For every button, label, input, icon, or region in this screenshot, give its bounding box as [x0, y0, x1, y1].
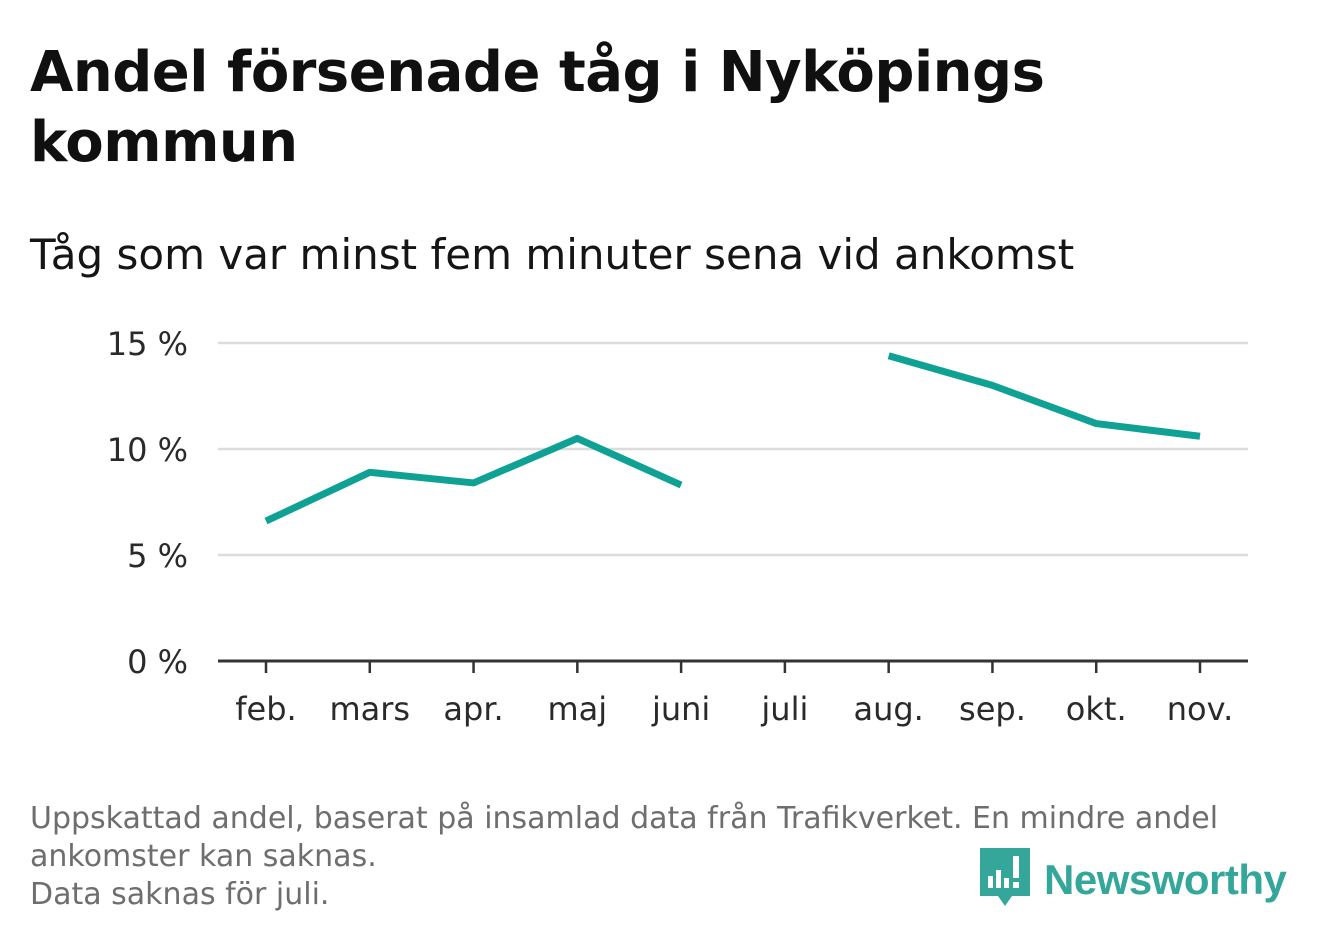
- x-tick-label: juni: [651, 690, 710, 728]
- x-tick-label: juli: [760, 690, 808, 728]
- footnote: Uppskattad andel, baserat på insamlad da…: [30, 800, 1280, 914]
- x-tick-label: maj: [547, 690, 607, 728]
- chart-title: Andel försenade tåg i Nyköpings kommun: [30, 40, 1045, 175]
- x-tick-label: feb.: [235, 690, 296, 728]
- brand-logo: Newsworthy: [980, 848, 1287, 912]
- line-chart: 0 % 5 % 10 % 15 % feb. mars apr. maj juni juli aug…: [107, 325, 1248, 728]
- footnote-line-1: Uppskattad andel, baserat på insamlad da…: [30, 801, 1219, 874]
- x-tick-label: sep.: [959, 690, 1026, 728]
- y-tick-label: 10 %: [107, 431, 188, 469]
- y-tick-label: 15 %: [107, 325, 188, 363]
- brand-name: Newsworthy: [1044, 856, 1287, 903]
- chart-subtitle: Tåg som var minst fem minuter sena vid a…: [30, 230, 1075, 279]
- x-tick-label: okt.: [1066, 690, 1127, 728]
- footnote-line-2: Data saknas för juli.: [30, 877, 330, 912]
- y-tick-label: 5 %: [127, 537, 188, 575]
- newsworthy-logo-icon: [980, 848, 1030, 912]
- y-tick-label: 0 %: [127, 643, 188, 681]
- x-tick-label: apr.: [443, 690, 503, 728]
- x-tick-label: nov.: [1167, 690, 1233, 728]
- x-tick-label: aug.: [853, 690, 923, 728]
- x-tick-label: mars: [329, 690, 410, 728]
- series-line: [264, 434, 683, 525]
- series-line: [887, 352, 1201, 440]
